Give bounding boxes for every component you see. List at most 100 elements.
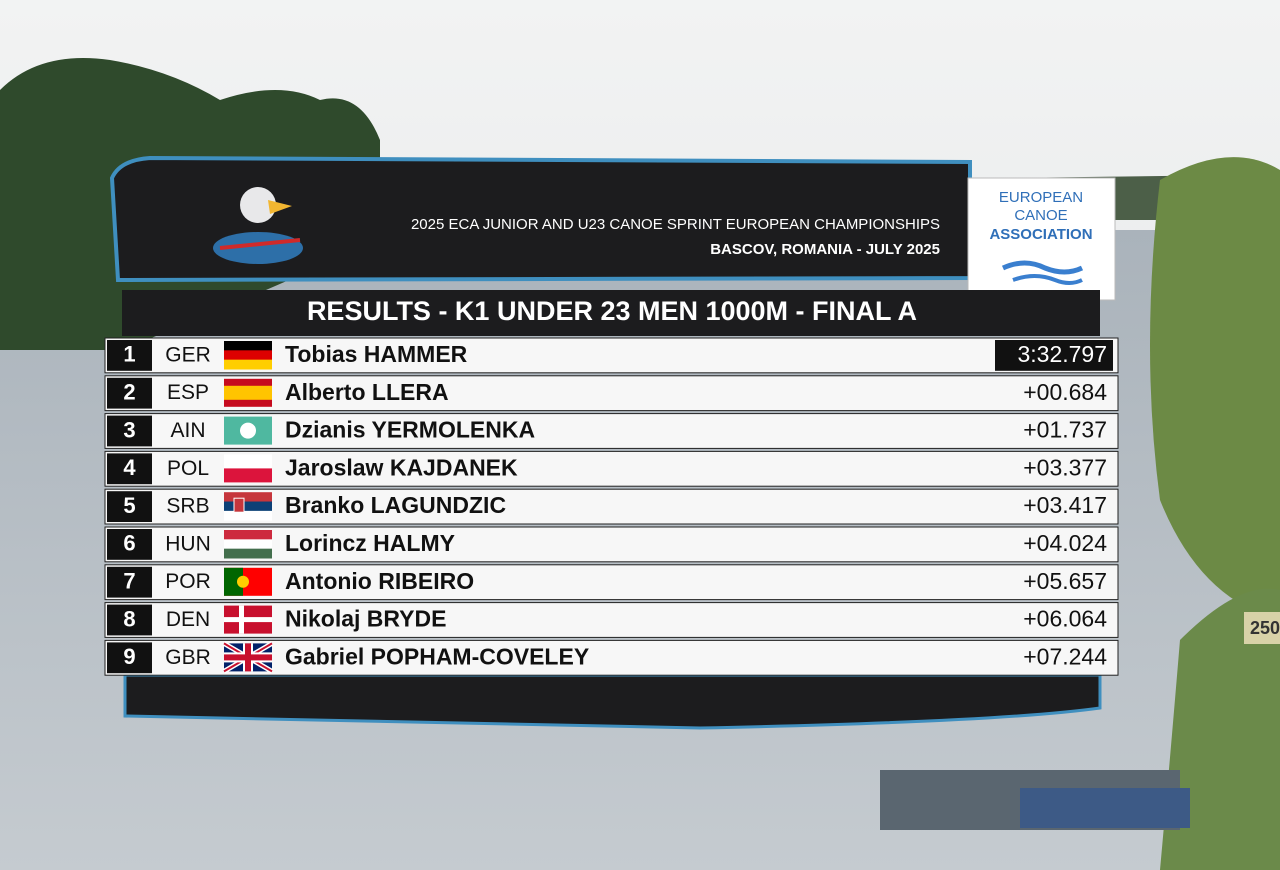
results-table: 1 GER Tobias HAMMER 3:32.797 2 ESP Alberto LLE… bbox=[104, 337, 1119, 676]
flag-stripe bbox=[224, 548, 272, 559]
flag-emblem bbox=[240, 422, 256, 439]
flag-emblem bbox=[237, 575, 249, 588]
country-flag bbox=[224, 341, 272, 370]
athlete-name: Gabriel POPHAM-COVELEY bbox=[285, 643, 589, 669]
country-code: ESP bbox=[167, 381, 209, 404]
country-flag bbox=[224, 492, 272, 521]
athlete-name: Branko LAGUNDZIC bbox=[285, 492, 506, 518]
result-time: +01.737 bbox=[1023, 417, 1107, 443]
rank: 4 bbox=[123, 455, 136, 480]
row-background bbox=[104, 526, 1119, 563]
flag-stripe bbox=[224, 385, 272, 400]
result-time: +04.024 bbox=[1023, 530, 1107, 556]
flag-stripe bbox=[224, 341, 272, 351]
country-flag bbox=[222, 641, 274, 674]
result-time: +07.244 bbox=[1023, 643, 1107, 669]
athlete-name: Jaroslaw KAJDANEK bbox=[285, 454, 518, 480]
title-bar bbox=[122, 290, 1100, 336]
row-background bbox=[104, 337, 1119, 374]
rank: 5 bbox=[123, 493, 135, 518]
row-background bbox=[104, 450, 1119, 487]
row-background bbox=[104, 413, 1119, 449]
rank-box bbox=[107, 453, 152, 485]
result-time: +05.657 bbox=[1023, 568, 1107, 594]
country-flag bbox=[224, 454, 272, 483]
athlete-name: Tobias HAMMER bbox=[285, 341, 468, 367]
flag-cross bbox=[224, 617, 272, 623]
result-time: +03.417 bbox=[1023, 492, 1107, 518]
logo-text: EUROPEAN bbox=[999, 189, 1083, 206]
flag-stripe bbox=[224, 492, 272, 503]
rank: 7 bbox=[123, 569, 135, 594]
rank: 3 bbox=[123, 417, 135, 442]
country-code: POL bbox=[167, 457, 209, 480]
flag-emblem bbox=[233, 497, 245, 513]
athlete-name: Lorincz HALMY bbox=[285, 530, 455, 556]
rank-box bbox=[107, 604, 152, 636]
country-flag bbox=[224, 567, 272, 596]
event-location: BASCOV, ROMANIA - JULY 2025 bbox=[710, 241, 940, 258]
country-code: SRB bbox=[166, 495, 209, 518]
country-code: POR bbox=[165, 570, 211, 593]
rank: 1 bbox=[123, 342, 135, 367]
result-time: +00.684 bbox=[1023, 379, 1107, 405]
flag-stripe bbox=[224, 350, 272, 361]
row-background bbox=[104, 602, 1119, 638]
athlete-name: Dzianis YERMOLENKA bbox=[285, 417, 535, 443]
flag-stripe bbox=[224, 359, 272, 370]
country-flag bbox=[224, 530, 272, 559]
distance-sign: 250 bbox=[1250, 618, 1280, 638]
rank: 2 bbox=[123, 380, 135, 405]
rank-box bbox=[107, 642, 152, 674]
row-background bbox=[104, 375, 1119, 412]
result-row: 6 HUN Lorincz HALMY +04.024 bbox=[104, 526, 1119, 563]
row-background bbox=[104, 639, 1119, 676]
athlete-name: Alberto LLERA bbox=[285, 379, 449, 405]
result-row: 1 GER Tobias HAMMER 3:32.797 bbox=[104, 337, 1119, 374]
results-title: RESULTS - K1 UNDER 23 MEN 1000M - FINAL … bbox=[307, 296, 917, 326]
rank-box bbox=[107, 529, 152, 560]
rank: 8 bbox=[123, 606, 135, 631]
result-row: 8 DEN Nikolaj BRYDE +06.064 bbox=[104, 602, 1119, 638]
logo-text: CANOE bbox=[1014, 207, 1067, 224]
flag-stripe bbox=[224, 454, 272, 469]
logo-text: ASSOCIATION bbox=[989, 226, 1092, 243]
rank-box bbox=[107, 566, 152, 598]
flag-stripe bbox=[224, 510, 272, 521]
result-row: 3 AIN Dzianis YERMOLENKA +01.737 bbox=[104, 413, 1119, 449]
flag-cross bbox=[224, 654, 272, 661]
country-code: GER bbox=[165, 343, 211, 366]
flag-field bbox=[224, 567, 243, 596]
country-flag bbox=[224, 378, 272, 407]
country-code: AIN bbox=[170, 419, 205, 442]
rank: 6 bbox=[123, 531, 135, 556]
rank-box bbox=[107, 340, 152, 371]
country-flag bbox=[224, 605, 272, 634]
flag-stripe bbox=[224, 501, 272, 512]
result-time: 3:32.797 bbox=[1017, 341, 1107, 367]
rank-box bbox=[107, 491, 152, 522]
athlete-name: Antonio RIBEIRO bbox=[285, 568, 474, 594]
result-row: 2 ESP Alberto LLERA +00.684 bbox=[104, 375, 1119, 412]
country-code: HUN bbox=[165, 532, 211, 555]
country-code: GBR bbox=[165, 646, 211, 669]
result-row: 5 SRB Branko LAGUNDZIC +03.417 bbox=[104, 488, 1119, 525]
row-background bbox=[104, 488, 1119, 525]
result-row: 4 POL Jaroslaw KAJDANEK +03.377 bbox=[104, 450, 1119, 487]
result-row: 7 POR Antonio RIBEIRO +05.657 bbox=[104, 564, 1119, 601]
flag-stripe bbox=[224, 468, 272, 483]
eca-logo: EUROPEAN CANOE ASSOCIATION bbox=[967, 177, 1116, 301]
footer-bar bbox=[123, 673, 1102, 730]
flag-stripe bbox=[224, 530, 272, 540]
rank: 9 bbox=[123, 644, 135, 669]
rank-box bbox=[107, 377, 152, 409]
flag-stripe bbox=[224, 539, 272, 550]
event-title: 2025 ECA JUNIOR AND U23 CANOE SPRINT EUR… bbox=[411, 216, 940, 233]
result-time: +03.377 bbox=[1023, 454, 1107, 480]
row-background bbox=[104, 564, 1119, 601]
country-flag bbox=[224, 416, 272, 445]
winner-time-box bbox=[995, 340, 1113, 371]
result-time: +06.064 bbox=[1023, 606, 1107, 632]
athlete-name: Nikolaj BRYDE bbox=[285, 606, 446, 632]
